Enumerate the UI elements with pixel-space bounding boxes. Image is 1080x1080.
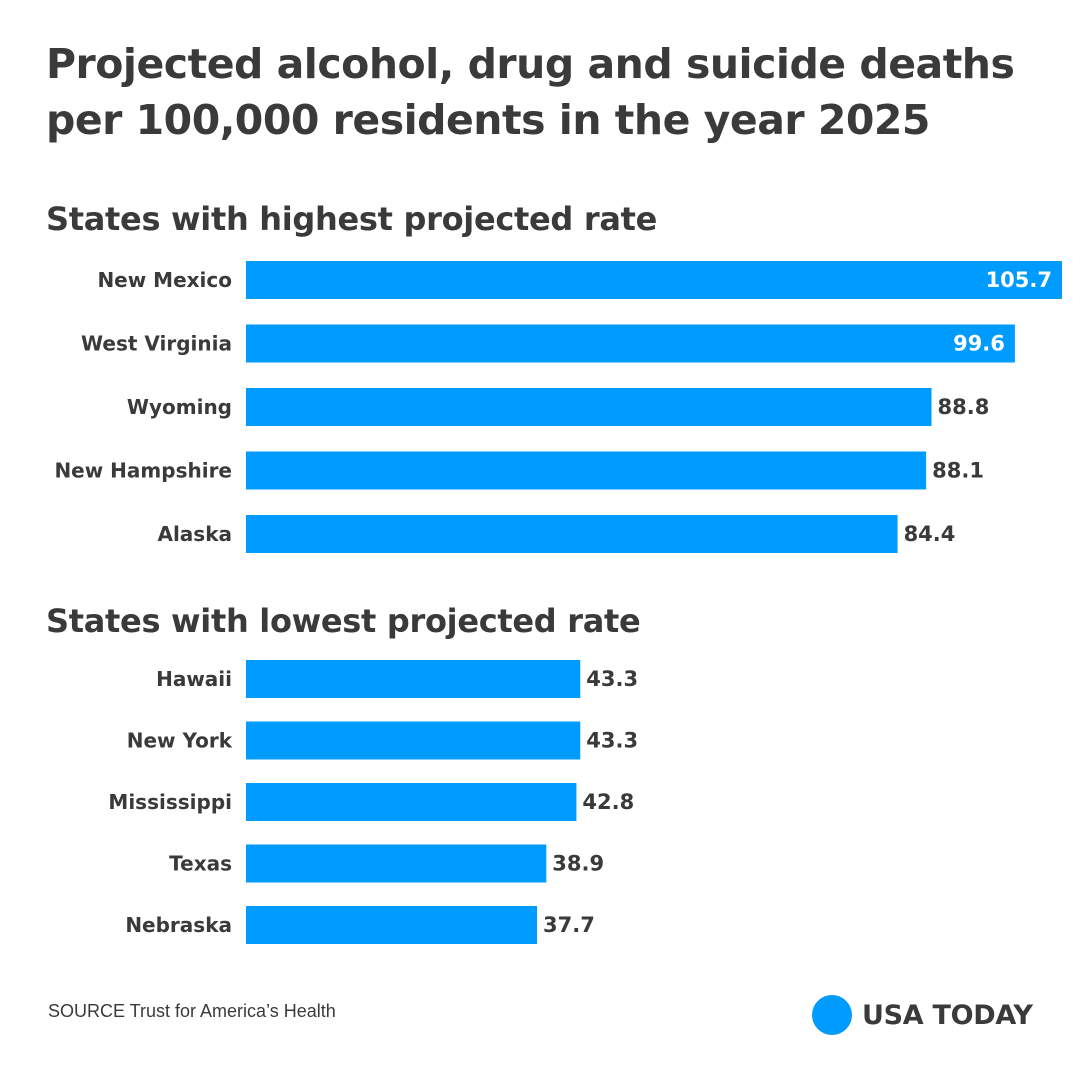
category-label: New Hampshire: [54, 459, 232, 483]
value-label: 84.4: [904, 522, 956, 546]
value-label: 99.6: [953, 332, 1005, 356]
logo-text: USA TODAY: [862, 999, 1033, 1031]
bar-nebraska: [246, 906, 538, 944]
bar-mississippi: [246, 783, 577, 821]
usa-today-logo: USA TODAY: [812, 994, 1033, 1036]
category-label: Nebraska: [125, 913, 232, 937]
bar-new-mexico: [246, 261, 1062, 299]
category-label: Alaska: [157, 522, 232, 546]
bar-new-hampshire: [246, 451, 927, 490]
section-title-highest: States with highest projected rate: [46, 200, 658, 238]
category-label: Texas: [169, 852, 232, 876]
value-label: 37.7: [543, 913, 595, 937]
chart-highest-svg: New Mexico 105.7 West Virginia 99.6 Wyoming 8…: [54, 261, 1062, 553]
category-label: West Virginia: [81, 332, 232, 356]
chart-lowest: Hawaii 43.3 New York 43.3 Mississippi 42.8 Tex…: [0, 655, 1080, 955]
value-label: 88.1: [932, 459, 984, 483]
section-title-lowest: States with lowest projected rate: [46, 602, 641, 640]
bar-west-virginia: [246, 324, 1015, 363]
bar-wyoming: [246, 388, 932, 426]
source-note: SOURCE Trust for America’s Health: [48, 1001, 336, 1021]
value-label: 105.7: [986, 268, 1052, 292]
value-label: 38.9: [552, 852, 604, 876]
value-label: 43.3: [586, 729, 638, 753]
category-label: New Mexico: [97, 268, 232, 292]
bar-new-york: [246, 721, 581, 760]
category-label: Mississippi: [108, 790, 232, 814]
logo-dot-icon: [812, 995, 852, 1035]
value-label: 43.3: [586, 667, 638, 691]
value-label: 88.8: [938, 395, 990, 419]
bar-hawaii: [246, 660, 581, 698]
category-label: Hawaii: [156, 667, 232, 691]
chart-lowest-svg: Hawaii 43.3 New York 43.3 Mississippi 42.8 Tex…: [108, 660, 638, 944]
chart-title: Projected alcohol, drug and suicide deat…: [46, 40, 1015, 144]
chart-highest: New Mexico 105.7 West Virginia 99.6 Wyoming 8…: [0, 256, 1080, 566]
value-label: 42.8: [582, 790, 634, 814]
category-label: Wyoming: [127, 395, 232, 419]
category-label: New York: [127, 729, 233, 753]
bar-alaska: [246, 515, 898, 553]
bar-texas: [246, 844, 547, 883]
